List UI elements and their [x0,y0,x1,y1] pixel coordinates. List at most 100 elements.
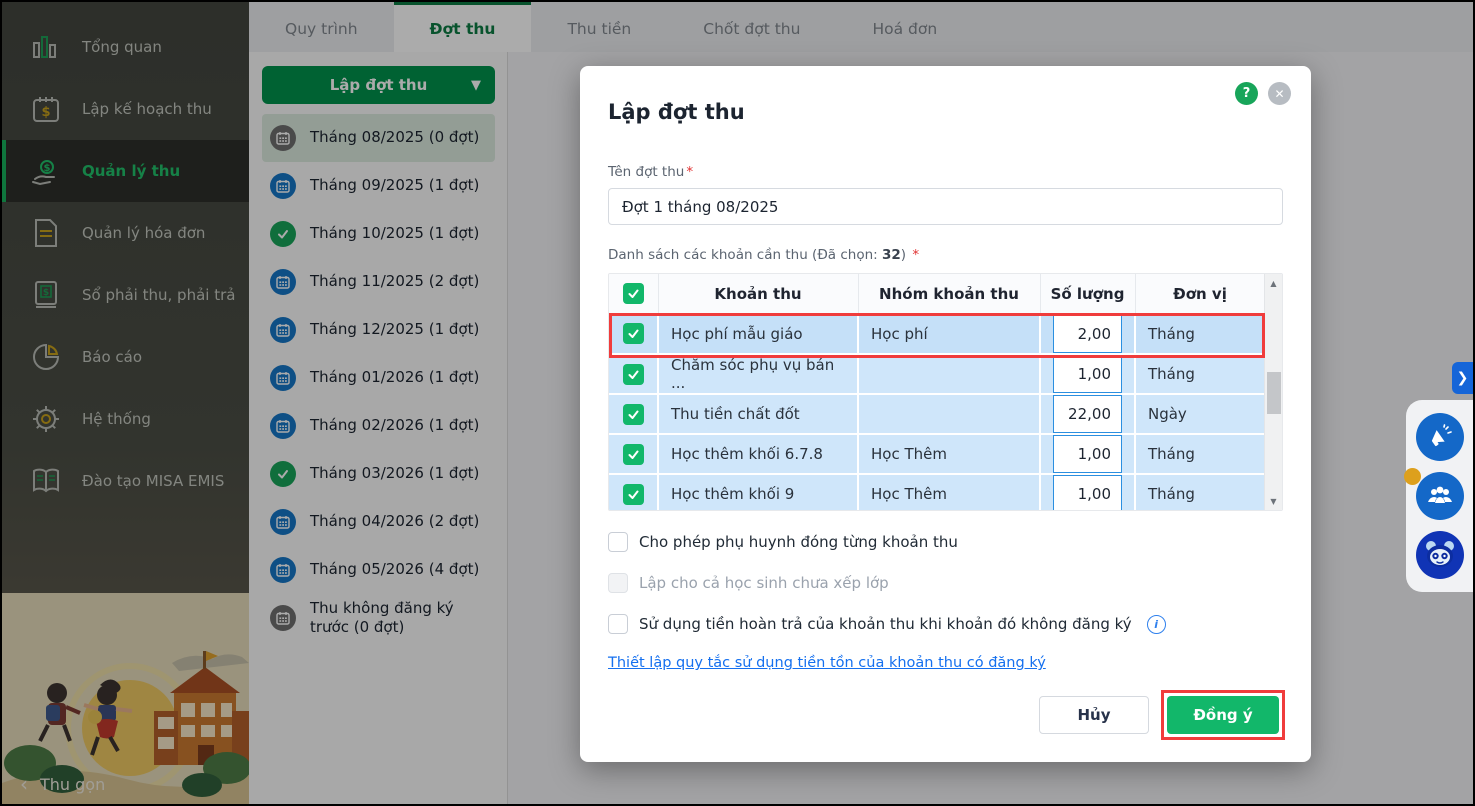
scrollbar-thumb[interactable] [1267,372,1281,414]
announcements-button[interactable] [1415,413,1464,462]
sidebar-item-lap-ke-hoach-thu[interactable]: $ Lập kế hoạch thu [2,78,249,140]
chevron-left-icon: ‹ [20,772,28,796]
help-icon[interactable]: ? [1235,82,1258,105]
tab-label: Thu tiền [567,19,632,38]
check-circle-icon [270,221,296,247]
fee-name-cell: Học thêm khối 9 [658,474,859,510]
fee-list-label: Danh sách các khoản cần thu (Đã chọn: 32… [608,247,1283,263]
sidebar-item-label: Báo cáo [82,348,143,366]
hand-coin-icon: $ [28,153,64,189]
community-button[interactable] [1403,467,1464,520]
collapse-sidebar-button[interactable]: ‹ Thu gọn [20,774,105,794]
table-row[interactable]: Chăm sóc phụ vụ bán ... Tháng [609,354,1266,395]
row-checkbox[interactable] [622,483,644,505]
expand-panel-tab[interactable]: ❯ [1452,362,1473,394]
fee-group-cell [858,354,1041,395]
option-use-refund: Sử dụng tiền hoàn trả của khoản thu khi … [608,614,1283,634]
quantity-input[interactable] [1053,395,1122,433]
scroll-down-arrow[interactable]: ▼ [1270,496,1277,506]
fee-group-cell: Học Thêm [858,434,1041,475]
quantity-input[interactable] [1053,314,1122,353]
month-item-10-2025[interactable]: Tháng 10/2025 (1 đợt) [262,210,495,258]
tab-quy-trinh[interactable]: Quy trình [249,2,394,52]
column-header: Số lượng [1040,274,1136,315]
checkbox[interactable] [608,532,628,552]
sidebar-item-label: Hệ thống [82,410,151,428]
row-checkbox[interactable] [622,403,644,425]
sidebar-item-bao-cao[interactable]: Báo cáo [2,326,249,388]
sidebar-item-label: Quản lý hóa đơn [82,224,206,242]
close-icon[interactable]: ✕ [1268,82,1291,105]
fee-unit-cell: Tháng [1135,314,1266,355]
sidebar-item-so-phai-thu[interactable]: $ Sổ phải thu, phải trả [2,264,249,326]
sidebar-item-label: Đào tạo MISA EMIS [82,472,225,490]
tab-label: Hoá đơn [872,19,938,38]
create-period-modal: ? ✕ Lập đợt thu Tên đợt thu* Danh sách c… [580,66,1311,762]
sidebar-item-tong-quan[interactable]: Tổng quan [2,16,249,78]
month-item-08-2025[interactable]: Tháng 08/2025 (0 đợt) [262,114,495,162]
month-item-02-2026[interactable]: Tháng 02/2026 (1 đợt) [262,402,495,450]
month-label: Tháng 05/2026 (4 đợt) [310,560,480,579]
quantity-input[interactable] [1053,355,1122,393]
month-item-01-2026[interactable]: Tháng 01/2026 (1 đợt) [262,354,495,402]
create-period-button[interactable]: Lập đợt thu ▼ [262,66,495,104]
fee-name-cell: Thu tiền chất đốt [658,394,859,435]
calendar-icon [270,317,296,343]
month-label: Tháng 09/2025 (1 đợt) [310,176,480,195]
check-circle-icon [270,461,296,487]
table-row[interactable]: Học thêm khối 6.7.8 Học Thêm Tháng [609,434,1266,475]
month-item-12-2025[interactable]: Tháng 12/2025 (1 đợt) [262,306,495,354]
sidebar-item-quan-ly-thu[interactable]: $ Quản lý thu [2,140,249,202]
row-checkbox[interactable] [622,443,644,465]
pie-chart-icon [28,339,64,375]
panda-bot-icon [1425,540,1454,567]
table-scrollbar[interactable]: ▲ ▼ [1264,274,1282,510]
sidebar-item-label: Tổng quan [82,38,162,56]
sidebar-item-quan-ly-hoa-don[interactable]: Quản lý hóa đơn [2,202,249,264]
month-label: Tháng 03/2026 (1 đợt) [310,464,480,483]
calendar-icon [270,413,296,439]
sidebar-item-he-thong[interactable]: Hệ thống [2,388,249,450]
assistant-bot-button[interactable] [1415,530,1464,579]
info-icon[interactable]: i [1146,614,1166,634]
school-illustration [2,593,249,804]
chevron-down-icon: ▼ [471,77,481,93]
calendar-icon [270,125,296,151]
tab-dot-thu[interactable]: Đợt thu [393,2,532,52]
fee-unit-cell: Tháng [1135,434,1266,475]
scroll-up-arrow[interactable]: ▲ [1270,278,1277,288]
quantity-input[interactable] [1053,435,1122,473]
main-sidebar: Tổng quan $ Lập kế hoạch thu $ Quản lý t… [2,2,249,804]
month-item-unregistered[interactable]: Thu không đăng ký trước (0 đợt) [262,594,482,642]
month-item-05-2026[interactable]: Tháng 05/2026 (4 đợt) [262,546,495,594]
month-item-03-2026[interactable]: Tháng 03/2026 (1 đợt) [262,450,495,498]
month-item-04-2026[interactable]: Tháng 04/2026 (2 đợt) [262,498,495,546]
column-header: Khoản thu [658,274,859,315]
period-name-input[interactable] [608,188,1283,225]
collapse-label: Thu gọn [40,774,106,794]
checkbox[interactable] [608,614,628,634]
month-item-09-2025[interactable]: Tháng 09/2025 (1 đợt) [262,162,495,210]
row-checkbox[interactable] [622,323,644,345]
table-row[interactable]: Học thêm khối 9 Học Thêm Tháng [609,474,1266,510]
calendar-icon [270,509,296,535]
month-label: Tháng 12/2025 (1 đợt) [310,320,480,339]
sidebar-item-dao-tao[interactable]: Đào tạo MISA EMIS [2,450,249,512]
select-all-checkbox[interactable] [622,283,644,305]
month-item-11-2025[interactable]: Tháng 11/2025 (2 đợt) [262,258,495,306]
svg-text:$: $ [41,105,50,120]
cancel-button[interactable]: Hủy [1039,696,1149,734]
table-row[interactable]: Thu tiền chất đốt Ngày [609,394,1266,435]
tab-hoa-don[interactable]: Hoá đơn [836,2,973,52]
tab-chot-dot-thu[interactable]: Chốt đợt thu [667,2,836,52]
surplus-rule-link[interactable]: Thiết lập quy tắc sử dụng tiền tồn của k… [608,655,1046,671]
month-list-panel: Lập đợt thu ▼ Tháng 08/2025 (0 đợt) Thán… [249,52,508,804]
confirm-button[interactable]: Đồng ý [1167,696,1279,734]
fee-unit-cell: Tháng [1135,354,1266,395]
create-period-label: Lập đợt thu [329,76,428,94]
table-row[interactable]: Học phí mẫu giáo Học phí Tháng [609,314,1266,355]
row-checkbox[interactable] [622,363,644,385]
close-glyph: ✕ [1274,86,1285,101]
tab-thu-tien[interactable]: Thu tiền [531,2,667,52]
quantity-input[interactable] [1053,475,1122,510]
